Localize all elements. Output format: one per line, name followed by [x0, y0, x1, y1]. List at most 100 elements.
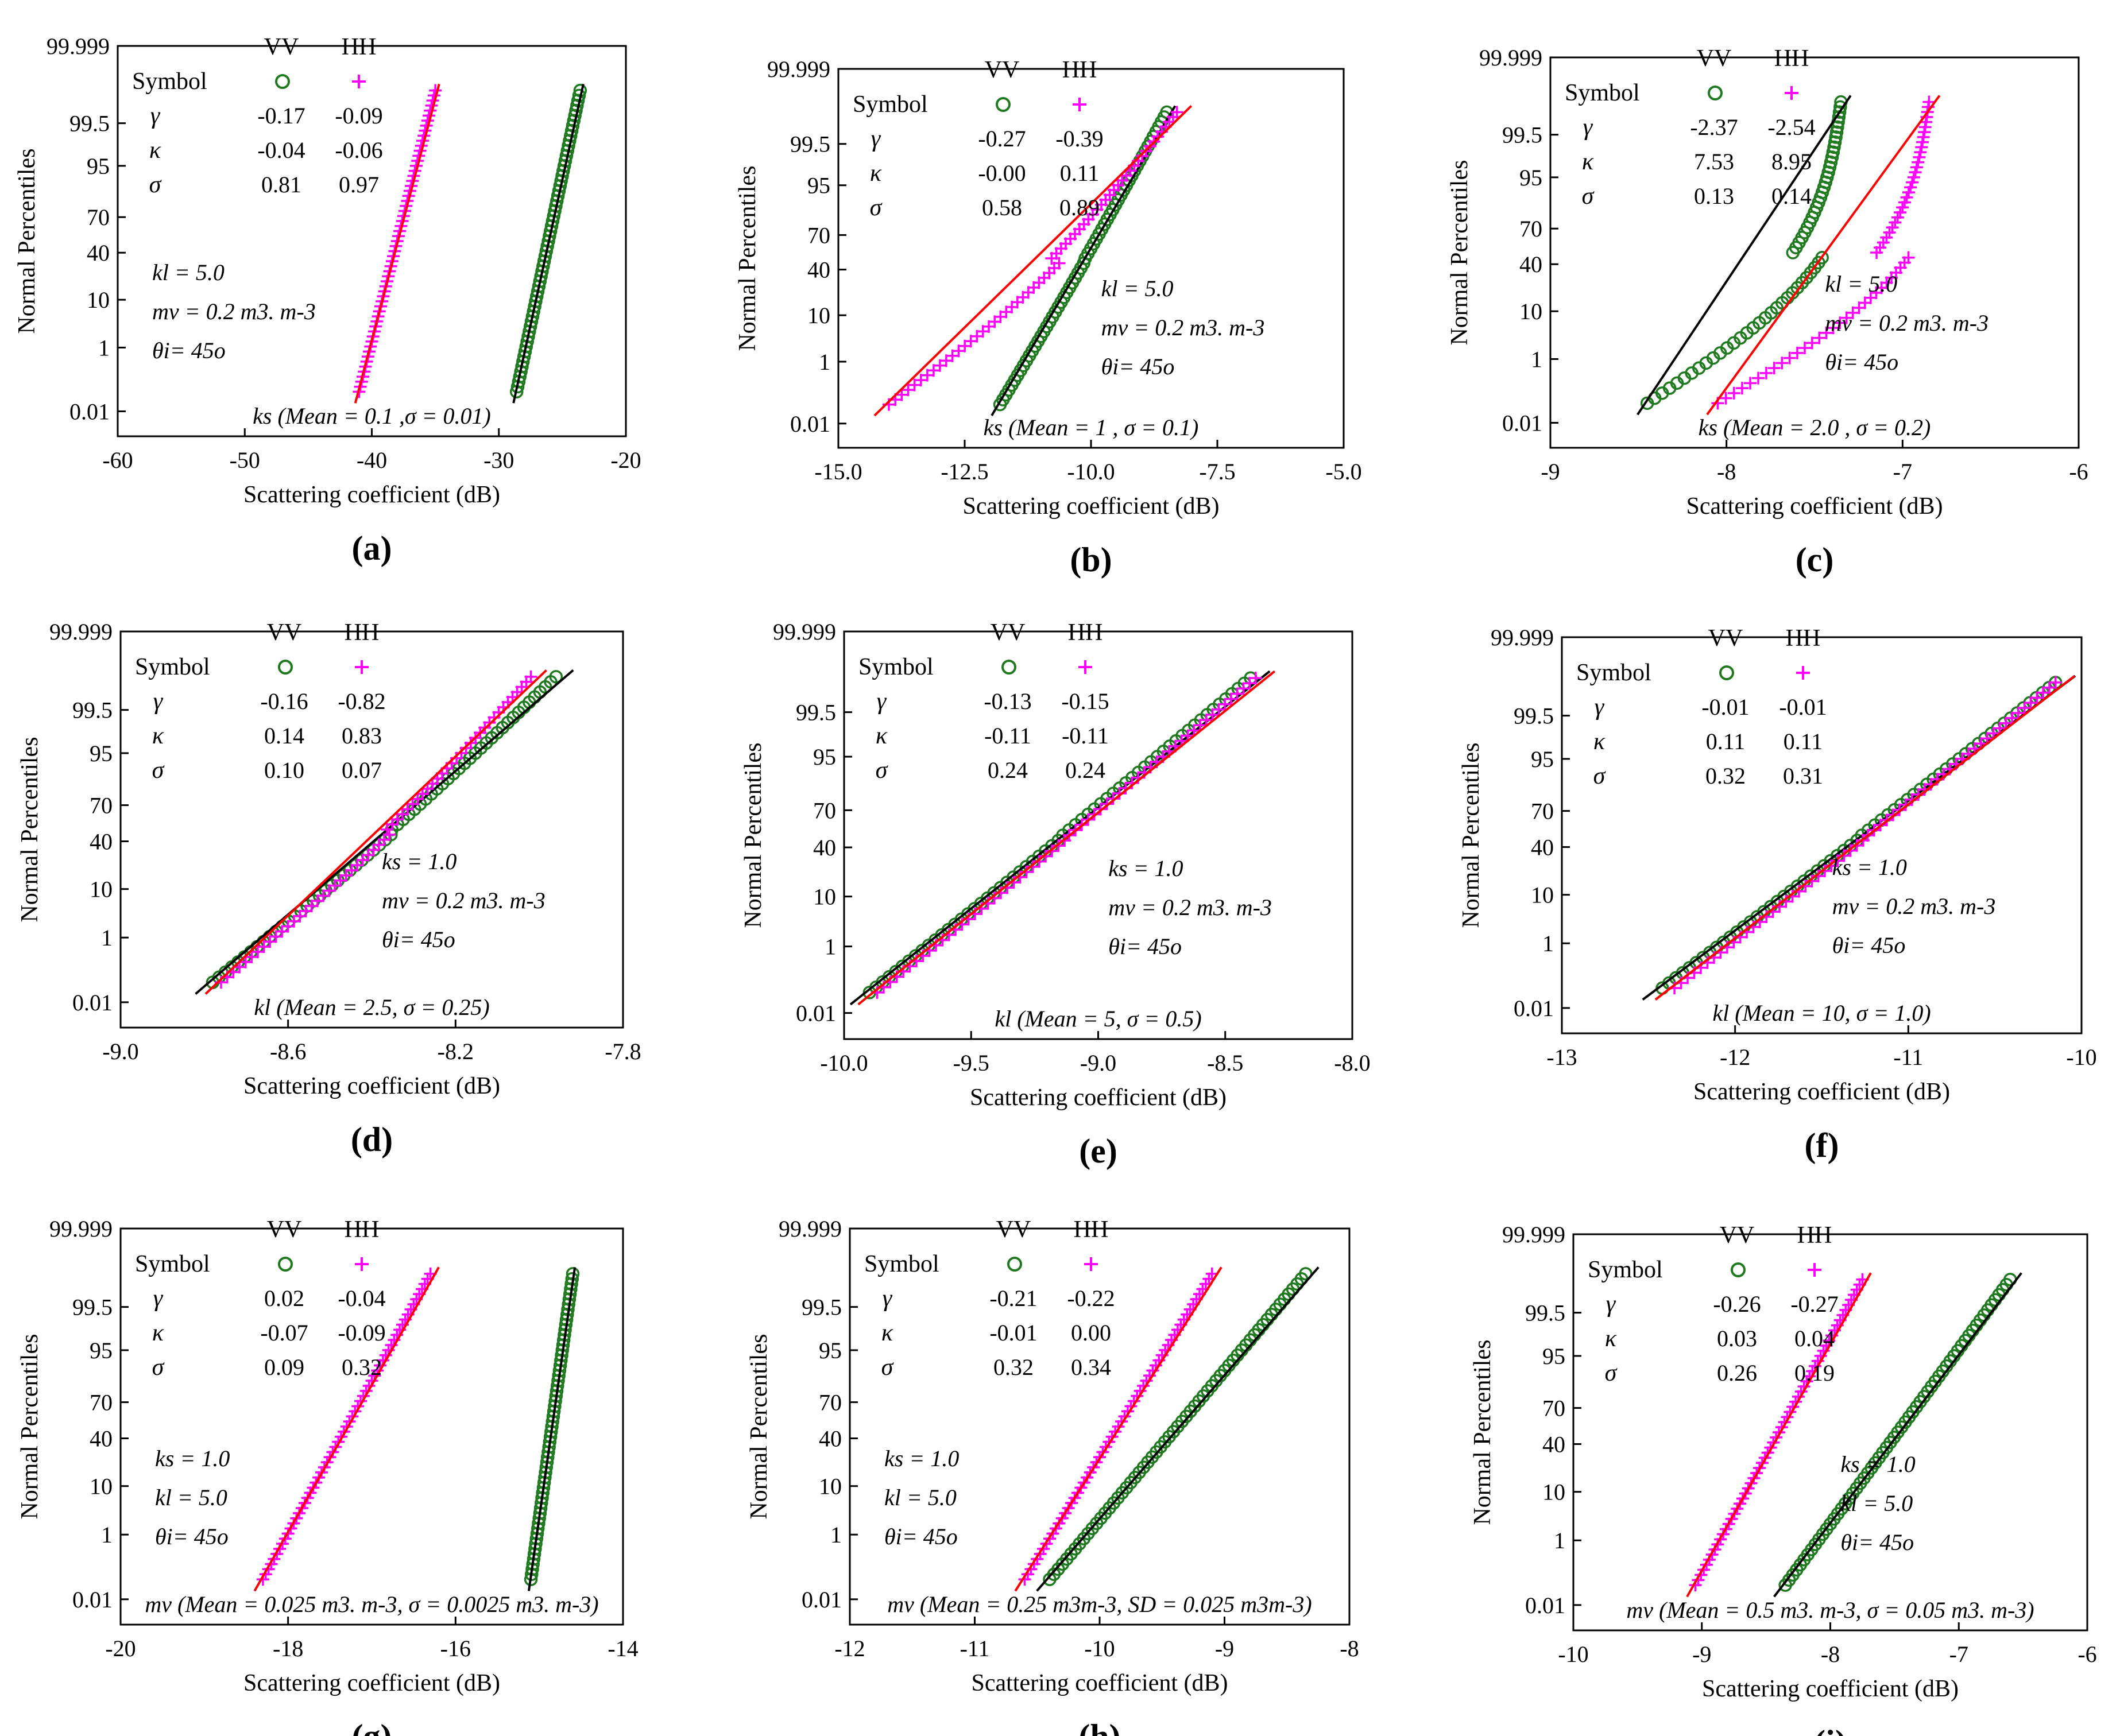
stat-hh-value: 0.34 — [1071, 1354, 1111, 1380]
x-tick-label: -12 — [834, 1636, 865, 1661]
y-tick-label: 10 — [1542, 1479, 1565, 1505]
stat-hh-value: -0.27 — [1790, 1291, 1838, 1317]
x-axis-label: Scattering coefficient (dB) — [1693, 1079, 1950, 1105]
stat-hh-value: -0.22 — [1067, 1285, 1115, 1311]
stat-vv-value: 0.10 — [264, 757, 304, 783]
plot-frame — [119, 630, 624, 1029]
plus-icon — [1785, 86, 1798, 100]
stat-vv-value: -0.01 — [1701, 694, 1749, 720]
y-tick-label: 0.01 — [802, 1587, 842, 1613]
y-tick-label: 0.01 — [72, 1587, 113, 1613]
data-point-hh — [1783, 351, 1796, 365]
panel-label: (f) — [1805, 1126, 1839, 1164]
series-hh — [204, 669, 547, 995]
y-axis-label: Normal Percentiles — [746, 1334, 772, 1519]
stat-name: κ — [881, 1320, 893, 1346]
y-tick-label: 99.5 — [802, 1295, 842, 1320]
annotation: mv = 0.2 m3. m-3 — [1108, 894, 1272, 920]
x-axis-label: Scattering coefficient (dB) — [243, 482, 500, 508]
y-tick-label: 99.5 — [790, 131, 830, 157]
y-tick-label: 99.5 — [1514, 703, 1554, 729]
y-tick-label: 99.999 — [773, 619, 836, 645]
y-tick-label: 40 — [813, 835, 836, 861]
stats-vv-header: VV — [1720, 1222, 1755, 1249]
data-point-hh — [1805, 336, 1819, 350]
annotation: mv = 0.2 m3. m-3 — [1101, 315, 1265, 340]
series-hh — [353, 83, 442, 404]
stat-vv-value: -0.26 — [1713, 1291, 1761, 1317]
fit-line-hh — [204, 669, 547, 995]
data-point-hh — [1100, 797, 1113, 811]
data-point-hh — [1744, 377, 1757, 390]
annotation: θi= 45o — [1108, 933, 1182, 959]
fit-line-hh — [1686, 1272, 1872, 1598]
stats-hh-header: HH — [1062, 57, 1097, 83]
annotation: ks = 1.0 — [1832, 854, 1907, 880]
chart-panel-g: 0.01 1 10 40 70 95 99.5 99.999 Normal Percentile… — [17, 1216, 639, 1736]
stat-hh-value: 0.24 — [1065, 757, 1105, 783]
y-tick-label: 99.999 — [47, 33, 110, 59]
stat-hh-value: 0.04 — [1794, 1326, 1835, 1351]
y-tick-label: 99.999 — [767, 56, 830, 82]
chart-panel-h: 0.01 1 10 40 70 95 99.5 99.999 Normal Percentile… — [746, 1216, 1359, 1736]
data-point-hh — [1790, 346, 1804, 359]
circle-icon — [996, 97, 1011, 112]
plus-icon — [355, 1257, 369, 1271]
panel-label: (g) — [352, 1718, 392, 1736]
x-tick-label: -6 — [2078, 1641, 2096, 1667]
y-tick-label: 10 — [90, 1474, 113, 1499]
x-tick-label: -8.0 — [1334, 1050, 1370, 1076]
x-axis-label: Scattering coefficient (dB) — [243, 1073, 500, 1099]
x-tick-label: -8 — [1717, 459, 1736, 485]
data-point-hh — [1231, 687, 1244, 700]
y-tick-label: 40 — [1531, 834, 1554, 860]
y-tick-label: 95 — [807, 173, 830, 199]
stat-name: κ — [152, 723, 164, 749]
stats-vv-header: VV — [1697, 45, 1732, 72]
series-hh — [1706, 95, 1941, 416]
plot-frame — [1561, 636, 2083, 1034]
x-tick-label: -8.2 — [438, 1038, 474, 1064]
y-axis-label: Normal Percentiles — [740, 742, 767, 928]
chart-panel-d: 0.01 1 10 40 70 95 99.5 99.999 Normal Percentile… — [17, 619, 641, 1158]
y-tick-label: 40 — [87, 240, 110, 266]
annotation: ks = 1.0 — [1840, 1451, 1915, 1477]
annotation: ks = 1.0 — [382, 848, 457, 874]
data-point-hh — [1727, 386, 1740, 400]
stat-vv-value: 0.26 — [1717, 1360, 1757, 1386]
data-point-hh — [1752, 371, 1765, 385]
data-point-vv — [549, 670, 563, 684]
plus-icon — [1078, 660, 1092, 674]
x-tick-label: -9 — [1215, 1636, 1234, 1661]
stat-hh-value: 0.97 — [339, 172, 379, 197]
y-tick-label: 10 — [87, 287, 110, 313]
stat-name: γ — [153, 688, 164, 715]
data-point-hh — [1218, 698, 1232, 711]
x-axis-label: Scattering coefficient (dB) — [1686, 493, 1943, 520]
fit-line-hh — [253, 1266, 440, 1592]
x-tick-label: -9 — [1692, 1641, 1711, 1667]
data-point-hh — [1046, 844, 1059, 858]
data-point-hh — [1902, 251, 1915, 264]
stat-hh-value: -2.54 — [1767, 114, 1815, 140]
y-axis-label: Normal Percentiles — [734, 165, 761, 351]
stat-name: κ — [876, 723, 888, 749]
y-tick-label: 40 — [90, 1425, 113, 1451]
y-tick-label: 40 — [1542, 1431, 1565, 1457]
x-axis-label: Scattering coefficient (dB) — [971, 1670, 1228, 1696]
x-tick-label: -40 — [357, 447, 387, 473]
fit-line-hh — [1706, 95, 1941, 416]
fit-line-vv — [1036, 1266, 1320, 1592]
y-tick-label: 95 — [87, 153, 110, 179]
stat-hh-value: 0.19 — [1794, 1360, 1835, 1386]
annotation: ks = 1.0 — [1108, 855, 1183, 881]
y-tick-label: 70 — [807, 222, 830, 248]
stats-hh-header: HH — [1074, 1216, 1109, 1243]
data-point-hh — [1032, 855, 1046, 868]
stat-vv-value: -0.07 — [260, 1320, 308, 1346]
stat-name: κ — [870, 160, 882, 187]
x-tick-label: -9.0 — [102, 1038, 138, 1064]
annotation: θi= 45o — [1101, 354, 1175, 379]
y-axis-label: Normal Percentiles — [1458, 742, 1484, 928]
